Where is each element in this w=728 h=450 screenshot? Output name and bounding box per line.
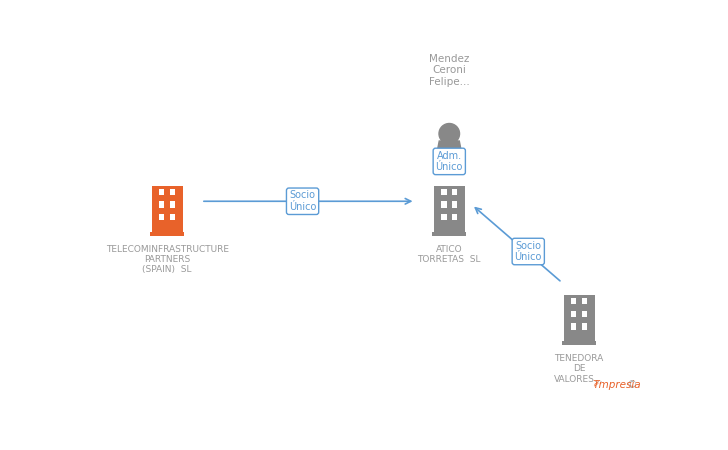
FancyBboxPatch shape [441, 189, 446, 195]
FancyBboxPatch shape [452, 189, 457, 195]
FancyBboxPatch shape [441, 202, 446, 208]
FancyBboxPatch shape [452, 214, 457, 220]
FancyBboxPatch shape [159, 202, 165, 208]
FancyBboxPatch shape [170, 202, 175, 208]
Text: Adm.
Único: Adm. Único [435, 151, 463, 172]
Text: ©: © [627, 380, 641, 390]
FancyBboxPatch shape [159, 214, 165, 220]
FancyBboxPatch shape [434, 186, 464, 232]
FancyBboxPatch shape [150, 232, 184, 236]
FancyBboxPatch shape [563, 295, 595, 341]
FancyBboxPatch shape [441, 214, 446, 220]
Text: TELECOMINFRASTRUCTURE
PARTNERS
(SPAIN)  SL: TELECOMINFRASTRUCTURE PARTNERS (SPAIN) S… [106, 245, 229, 274]
Ellipse shape [439, 123, 459, 144]
FancyBboxPatch shape [582, 298, 587, 304]
FancyBboxPatch shape [571, 310, 577, 317]
Text: Mendez
Ceroni
Felipe...: Mendez Ceroni Felipe... [429, 54, 470, 87]
FancyBboxPatch shape [582, 323, 587, 329]
Text: ₮mpresia: ₮mpresia [593, 380, 641, 390]
FancyBboxPatch shape [170, 214, 175, 220]
FancyBboxPatch shape [170, 189, 175, 195]
FancyBboxPatch shape [159, 189, 165, 195]
Text: TENEDORA
DE
VALORES...: TENEDORA DE VALORES... [554, 354, 604, 383]
FancyBboxPatch shape [571, 298, 577, 304]
FancyBboxPatch shape [151, 186, 183, 232]
Text: Socio
Único: Socio Único [289, 190, 316, 212]
FancyBboxPatch shape [562, 341, 596, 345]
FancyBboxPatch shape [571, 323, 577, 329]
Polygon shape [436, 141, 462, 158]
FancyBboxPatch shape [432, 232, 467, 236]
FancyBboxPatch shape [582, 310, 587, 317]
Text: ATICO
TORRETAS  SL: ATICO TORRETAS SL [418, 245, 481, 264]
FancyBboxPatch shape [452, 202, 457, 208]
Text: Socio
Único: Socio Único [515, 241, 542, 262]
